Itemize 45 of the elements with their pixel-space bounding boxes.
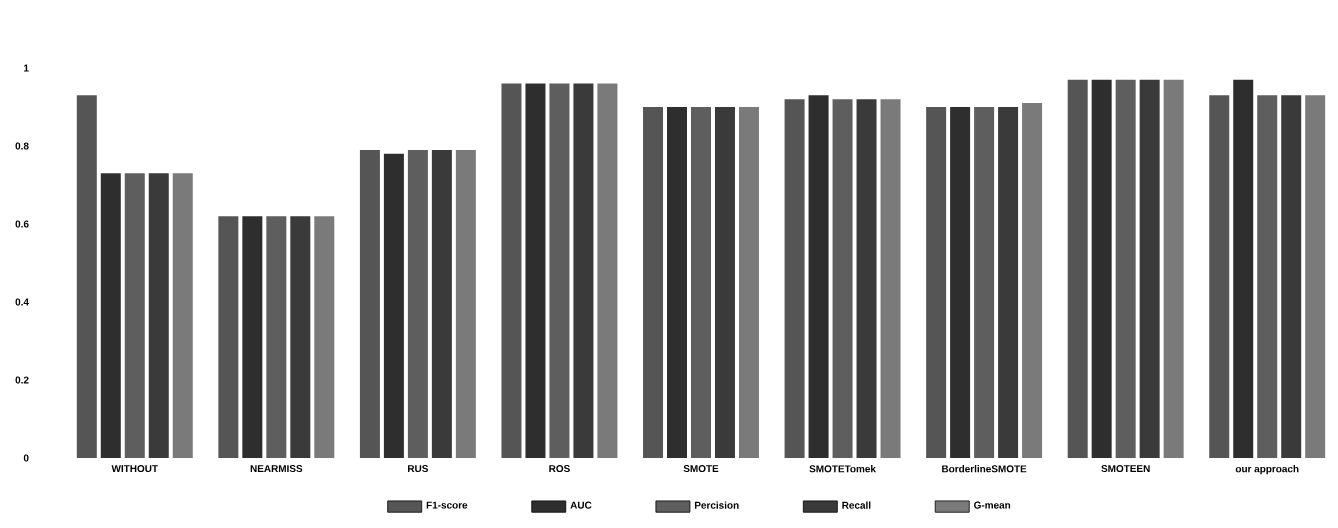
bar xyxy=(431,149,452,458)
bar xyxy=(1257,95,1278,458)
bar xyxy=(667,107,688,458)
bar xyxy=(501,83,522,458)
bar xyxy=(573,83,594,458)
bar xyxy=(76,95,97,458)
bar xyxy=(314,216,335,458)
bar xyxy=(974,107,995,458)
bar xyxy=(218,216,239,458)
bar xyxy=(1067,79,1088,458)
bar xyxy=(1091,79,1112,458)
bar xyxy=(359,149,380,458)
bar xyxy=(950,107,971,458)
bar xyxy=(383,153,404,458)
bar xyxy=(1022,103,1043,458)
bar xyxy=(808,95,829,458)
bar xyxy=(643,107,664,458)
bar xyxy=(1305,95,1326,458)
bar xyxy=(172,173,193,458)
bar xyxy=(597,83,618,458)
bar xyxy=(714,107,735,458)
bar xyxy=(1233,79,1254,458)
bar xyxy=(1163,79,1184,458)
bar xyxy=(1281,95,1302,458)
bar xyxy=(290,216,311,458)
bar xyxy=(1115,79,1136,458)
bar xyxy=(856,99,877,458)
bar xyxy=(738,107,759,458)
bar xyxy=(549,83,570,458)
bar xyxy=(407,149,428,458)
bar xyxy=(784,99,805,458)
bar xyxy=(266,216,287,458)
bar xyxy=(1209,95,1230,458)
bar xyxy=(148,173,169,458)
bar xyxy=(1139,79,1160,458)
bar xyxy=(124,173,145,458)
bar xyxy=(926,107,947,458)
bar xyxy=(998,107,1019,458)
bar xyxy=(880,99,901,458)
bar xyxy=(525,83,546,458)
bar xyxy=(100,173,121,458)
bar xyxy=(242,216,263,458)
bar xyxy=(455,149,476,458)
bar xyxy=(691,107,711,458)
bar xyxy=(832,99,853,458)
